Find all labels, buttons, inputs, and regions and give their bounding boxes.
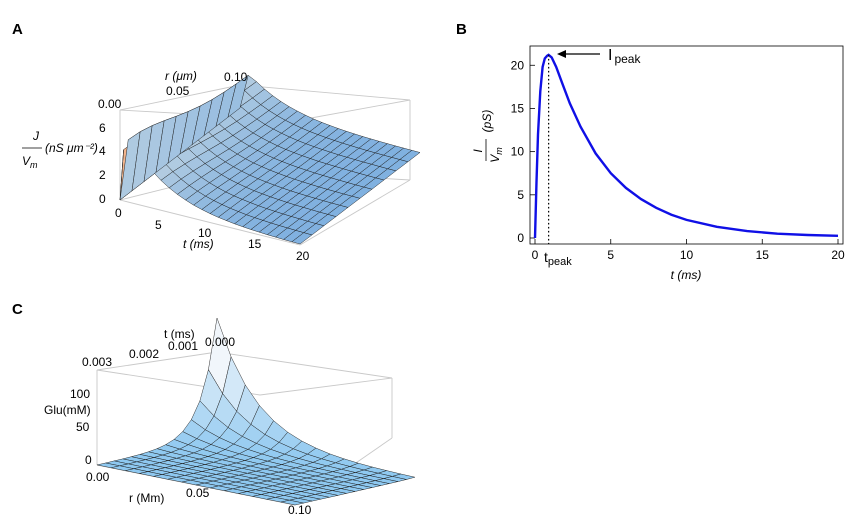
panel-a-surface [119, 75, 421, 245]
panel-c-z-tick-100: 100 [70, 387, 90, 401]
panel-a-z-tick-2: 2 [99, 168, 106, 182]
panel-b-x-tick-label: 10 [680, 248, 694, 262]
panel-a-t-tick-0: 0 [115, 206, 122, 220]
panel-c-r-tick-000: 0.00 [86, 470, 110, 484]
panel-b-y-label-unit: (pS) [480, 110, 494, 133]
panel-c-t-axis-label: t (ms) [164, 327, 195, 341]
panel-b-tpeak-label: tpeak [544, 249, 572, 268]
panel-a-r-tick-2: 0.10 [224, 70, 248, 84]
panel-b-x-tick-label: 5 [607, 248, 614, 262]
panel-b-y-tick-label: 15 [511, 101, 525, 115]
panel-c-r-axis-label: r (Mm) [129, 491, 164, 505]
panel-b-y-axis-label: I Vm (pS) [471, 110, 504, 163]
panel-a-t-tick-20: 20 [296, 249, 310, 263]
arrow-head-icon [557, 50, 566, 58]
panel-a-z-axis-label: J Vm (nS μm⁻²) [22, 129, 98, 170]
panel-a-t-tick-15: 15 [248, 237, 262, 251]
panel-c-r-tick-005: 0.05 [186, 486, 210, 500]
panel-b-series-line [533, 53, 839, 239]
panel-letter-a: A [12, 21, 23, 38]
panel-c-t-tick-0000: 0.000 [205, 335, 235, 349]
panel-b-y-tick-label: 20 [511, 58, 525, 72]
panel-a-r-axis-label: r (μm) [165, 69, 197, 83]
panel-c-surface [96, 317, 416, 506]
panel-a-t-tick-10: 10 [198, 226, 212, 240]
panel-c-t-tick-0003: 0.003 [82, 355, 112, 369]
panel-b-ticks: 0 5 10 15 20 0 5 10 15 20 [511, 58, 845, 262]
panel-a-t-tick-5: 5 [155, 218, 162, 232]
panel-b-y-label-denominator: Vm [488, 147, 504, 163]
panel-a-r-tick-1: 0.05 [166, 84, 190, 98]
panel-b-x-tick-label: 15 [756, 248, 770, 262]
panel-a-z-tick-0: 0 [99, 192, 106, 206]
panel-b-x-tick-label: 0 [532, 248, 539, 262]
panel-c-r-tick-010: 0.10 [288, 503, 312, 517]
panel-b-x-axis-label: t (ms) [671, 268, 702, 282]
panel-b-y-tick-label: 5 [517, 188, 524, 202]
panel-b-x-tick-label: 20 [831, 248, 845, 262]
panel-b-y-tick-label: 10 [511, 145, 525, 159]
panel-b-y-label-numerator: I [471, 149, 485, 153]
panel-a-z-label-numerator: J [32, 129, 40, 143]
panel-c-t-tick-0002: 0.002 [129, 347, 159, 361]
panel-c-surface-plot: Glu(mM) 100 50 0 t (ms) 0.003 0.002 0.00… [44, 317, 416, 517]
surface-facet [280, 499, 304, 506]
panel-a-z-tick-6: 6 [99, 121, 106, 135]
surface-facet [227, 75, 249, 118]
panel-c-t-tick-0001: 0.001 [168, 339, 198, 353]
panel-a-z-label-unit: (nS μm⁻²) [45, 141, 98, 155]
panel-a-r-tick-0: 0.00 [98, 97, 122, 111]
panel-a-side-gridline [119, 149, 124, 201]
panel-a-surface-plot: J Vm (nS μm⁻²) 6 4 2 0 r (μm) 0.00 0.05 … [22, 69, 421, 263]
panel-a-z-label-denominator: Vm [22, 154, 38, 170]
panel-c-z-tick-0: 0 [85, 453, 92, 467]
panel-b-y-tick-label: 0 [517, 231, 524, 245]
panel-c-z-axis-label: Glu(mM) [44, 403, 91, 417]
panel-a-z-tick-4: 4 [99, 144, 106, 158]
panel-c-z-tick-50: 50 [76, 420, 90, 434]
panel-letter-b: B [456, 21, 467, 38]
panel-b-frame [529, 45, 844, 245]
panel-letter-c: C [12, 301, 23, 318]
panel-a-t-axis-label: t (ms) [183, 237, 214, 251]
